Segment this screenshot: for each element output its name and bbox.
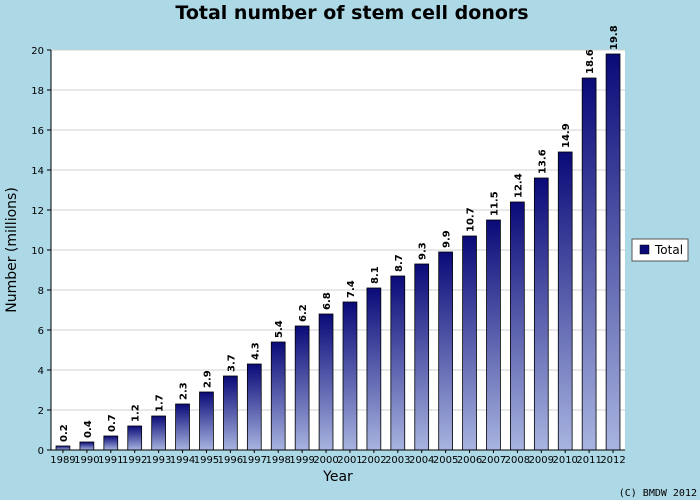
bar-1994 [175,403,190,451]
data-label-1998: 5.4 [274,320,285,338]
bar-1989 [55,445,71,451]
legend-swatch [639,244,650,255]
x-tick-label-1996: 1996 [218,455,243,466]
x-tick-label-2006: 2006 [457,455,482,466]
bar-2004 [414,263,430,451]
y-tick-label: 20 [31,46,44,57]
bar-2001 [342,301,358,451]
x-tick-label-1991: 1991 [98,455,123,466]
x-tick-label-1998: 1998 [265,455,290,466]
x-tick-label-2000: 2000 [313,455,338,466]
bar-1992 [127,425,143,451]
legend-box [631,238,689,262]
x-tick-label-1997: 1997 [242,455,267,466]
data-label-1995: 2.9 [202,370,213,388]
copyright-note: (C) BMDW 2012 [619,488,697,499]
x-tick-label-2011: 2011 [576,455,601,466]
data-label-1997: 4.3 [250,342,261,360]
data-label-2010: 14.9 [561,123,572,148]
bar-1991 [103,435,119,451]
data-label-2012: 19.8 [609,25,620,50]
data-label-2008: 12.4 [513,173,524,198]
x-tick-label-1990: 1990 [74,455,99,466]
x-tick-label-2010: 2010 [552,455,577,466]
x-tick-label-1995: 1995 [194,455,219,466]
bar-2008 [510,201,525,451]
axes: 0246810121416182019891990199119921993199… [31,46,626,466]
x-tick-label-2002: 2002 [361,455,386,466]
y-tick-label: 16 [31,126,44,137]
bar-1990 [79,441,95,451]
data-label-1996: 3.7 [226,354,237,372]
x-axis-title: Year [322,469,353,485]
x-tick-label-1999: 1999 [289,455,314,466]
y-tick-label: 6 [38,326,44,337]
bar-2009 [533,177,549,451]
bar-2011 [581,77,597,451]
y-tick-label: 10 [31,246,44,257]
bar-2007 [486,219,501,451]
y-tick-label: 4 [38,366,44,377]
data-label-1994: 2.3 [179,382,190,400]
x-tick-label-1989: 1989 [50,455,75,466]
bar-1996 [223,375,238,451]
y-tick-label: 18 [31,86,44,97]
gridlines [51,49,625,411]
data-label-1991: 0.7 [107,414,118,432]
data-label-1999: 6.2 [298,304,309,322]
data-label-2000: 6.8 [322,292,333,310]
data-label-1990: 0.4 [83,420,94,438]
y-tick-label: 0 [38,446,44,457]
x-tick-label-1992: 1992 [122,455,147,466]
bar-2006 [462,235,477,451]
data-label-1992: 1.2 [131,404,142,422]
bar-1995 [199,391,214,451]
bar-1998 [270,341,286,451]
bar-2000 [318,313,334,451]
bar-2002 [366,287,382,451]
data-label-2009: 13.6 [537,149,548,174]
bar-1997 [246,363,262,451]
x-tick-label-2001: 2001 [337,455,362,466]
bars [55,53,621,451]
x-tick-label-2008: 2008 [505,455,530,466]
y-tick-label: 8 [38,286,44,297]
data-label-1993: 1.7 [155,394,166,412]
data-label-2004: 9.3 [418,242,429,260]
legend-label-total: Total [654,243,683,257]
x-tick-label-2007: 2007 [481,455,506,466]
legend: Total [631,238,689,262]
data-label-2005: 9.9 [442,230,453,248]
bar-1993 [151,415,166,451]
data-label-2007: 11.5 [489,191,500,216]
y-axis-title: Number (millions) [4,187,20,313]
data-labels: 0.2 0.4 0.7 1.2 1.7 2.3 2.9 3.7 4.3 5.4 6.2 6.8 7.4 8… [59,25,620,442]
y-tick-label: 2 [38,406,44,417]
x-tick-label-2005: 2005 [433,455,458,466]
x-tick-label-2004: 2004 [409,455,434,466]
bar-2003 [390,275,406,451]
x-tick-label-2012: 2012 [600,455,625,466]
data-label-2001: 7.4 [346,280,357,298]
data-label-2003: 8.7 [394,254,405,272]
y-tick-label: 12 [31,206,44,217]
bar-2012 [605,53,621,451]
x-tick-label-1994: 1994 [170,455,195,466]
bar-1999 [294,325,310,451]
x-tick-label-1993: 1993 [146,455,171,466]
bar-2005 [438,251,453,451]
x-tick-label-2003: 2003 [385,455,410,466]
bar-2010 [557,151,573,451]
x-tick-label-2009: 2009 [529,455,554,466]
data-label-2002: 8.1 [370,266,381,284]
chart-title: Total number of stem cell donors [175,2,528,24]
data-label-2006: 10.7 [466,207,477,232]
data-label-2011: 18.6 [585,49,596,74]
y-tick-label: 14 [31,166,44,177]
data-label-1989: 0.2 [59,424,70,442]
